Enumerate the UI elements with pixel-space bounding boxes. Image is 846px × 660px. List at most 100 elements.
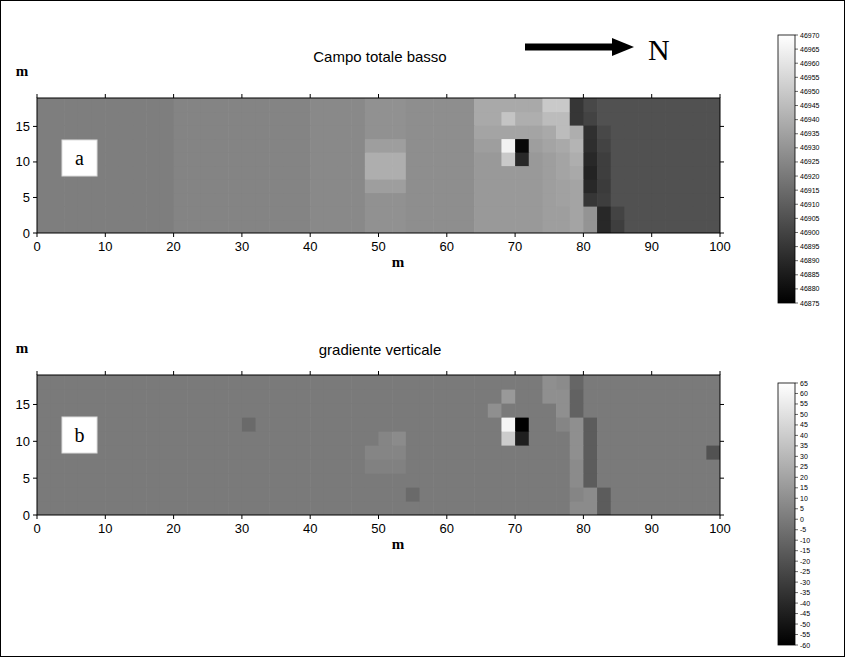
cell — [64, 403, 78, 418]
cell — [365, 431, 379, 446]
cell — [365, 220, 379, 234]
cell — [679, 389, 693, 404]
colorbar-tick — [795, 303, 798, 304]
cell — [283, 445, 297, 460]
cell — [283, 375, 297, 390]
cell — [679, 98, 693, 112]
cell — [652, 389, 666, 404]
cell — [160, 459, 174, 474]
cell — [269, 473, 283, 488]
cell — [242, 431, 256, 446]
cell — [665, 459, 679, 474]
cell — [365, 389, 379, 404]
cell — [433, 431, 447, 446]
colorbar-tick-label: 46955 — [800, 74, 820, 81]
cell — [187, 375, 201, 390]
cell — [665, 487, 679, 502]
colorbar-tick-label: -55 — [800, 631, 810, 638]
cell — [201, 431, 215, 446]
cell — [215, 389, 229, 404]
cell — [242, 417, 256, 432]
cell — [679, 112, 693, 126]
cell — [160, 445, 174, 460]
cell — [338, 139, 352, 153]
cell — [638, 98, 652, 112]
x-tick — [378, 515, 379, 519]
cell — [624, 179, 638, 193]
cell — [392, 403, 406, 418]
cell — [78, 459, 92, 474]
cell — [338, 193, 352, 207]
cell — [501, 193, 515, 207]
cell — [529, 473, 543, 488]
cell — [310, 445, 324, 460]
cell — [351, 220, 365, 234]
colorbar-tick — [795, 540, 798, 541]
cell — [556, 445, 570, 460]
cell — [665, 98, 679, 112]
cell — [228, 501, 242, 515]
cell — [365, 206, 379, 220]
cell — [78, 206, 92, 220]
colorbar-tick-label: -35 — [800, 589, 810, 596]
cell — [693, 445, 707, 460]
cell — [37, 112, 51, 126]
cell — [338, 98, 352, 112]
cell — [583, 501, 597, 515]
colorbar-tick — [795, 477, 798, 478]
panel-title: Campo totale basso — [313, 48, 446, 65]
cell — [652, 473, 666, 488]
cell — [652, 152, 666, 166]
cell — [215, 139, 229, 153]
colorbar-tick-label: 46925 — [800, 158, 820, 165]
colorbar-tick-label: 15 — [800, 484, 808, 491]
cell — [297, 473, 311, 488]
cell — [556, 152, 570, 166]
colorbar-tick-label: 46905 — [800, 215, 820, 222]
x-tick — [241, 515, 242, 519]
cell — [160, 139, 174, 153]
cell — [379, 459, 393, 474]
cell — [37, 179, 51, 193]
cell — [51, 125, 65, 139]
cell — [693, 139, 707, 153]
cell — [652, 139, 666, 153]
cell — [269, 98, 283, 112]
colorbar-tick — [795, 435, 798, 436]
colorbar-tick-label: 50 — [800, 411, 808, 418]
cell — [556, 139, 570, 153]
cell — [228, 166, 242, 180]
colorbar-tick-label: 46960 — [800, 60, 820, 67]
cell — [78, 473, 92, 488]
cell — [310, 112, 324, 126]
x-tick-top — [651, 371, 652, 375]
cell — [447, 501, 461, 515]
cell — [351, 431, 365, 446]
cell — [310, 179, 324, 193]
cell — [324, 459, 338, 474]
y-tick — [33, 197, 37, 198]
cell — [624, 220, 638, 234]
cell — [638, 139, 652, 153]
x-tick-label: 40 — [303, 521, 317, 536]
cell — [665, 125, 679, 139]
cell — [269, 459, 283, 474]
cell — [665, 179, 679, 193]
cell — [433, 193, 447, 207]
y-tick-label: 5 — [23, 190, 30, 205]
cell — [474, 375, 488, 390]
cell — [215, 193, 229, 207]
cell — [460, 501, 474, 515]
cell — [392, 473, 406, 488]
cell — [228, 375, 242, 390]
cell — [365, 139, 379, 153]
cell — [679, 473, 693, 488]
cell — [501, 445, 515, 460]
cell — [570, 445, 584, 460]
cell — [515, 445, 529, 460]
cell — [256, 501, 270, 515]
cell — [652, 501, 666, 515]
cell — [597, 501, 611, 515]
cell — [392, 206, 406, 220]
cell — [242, 220, 256, 234]
